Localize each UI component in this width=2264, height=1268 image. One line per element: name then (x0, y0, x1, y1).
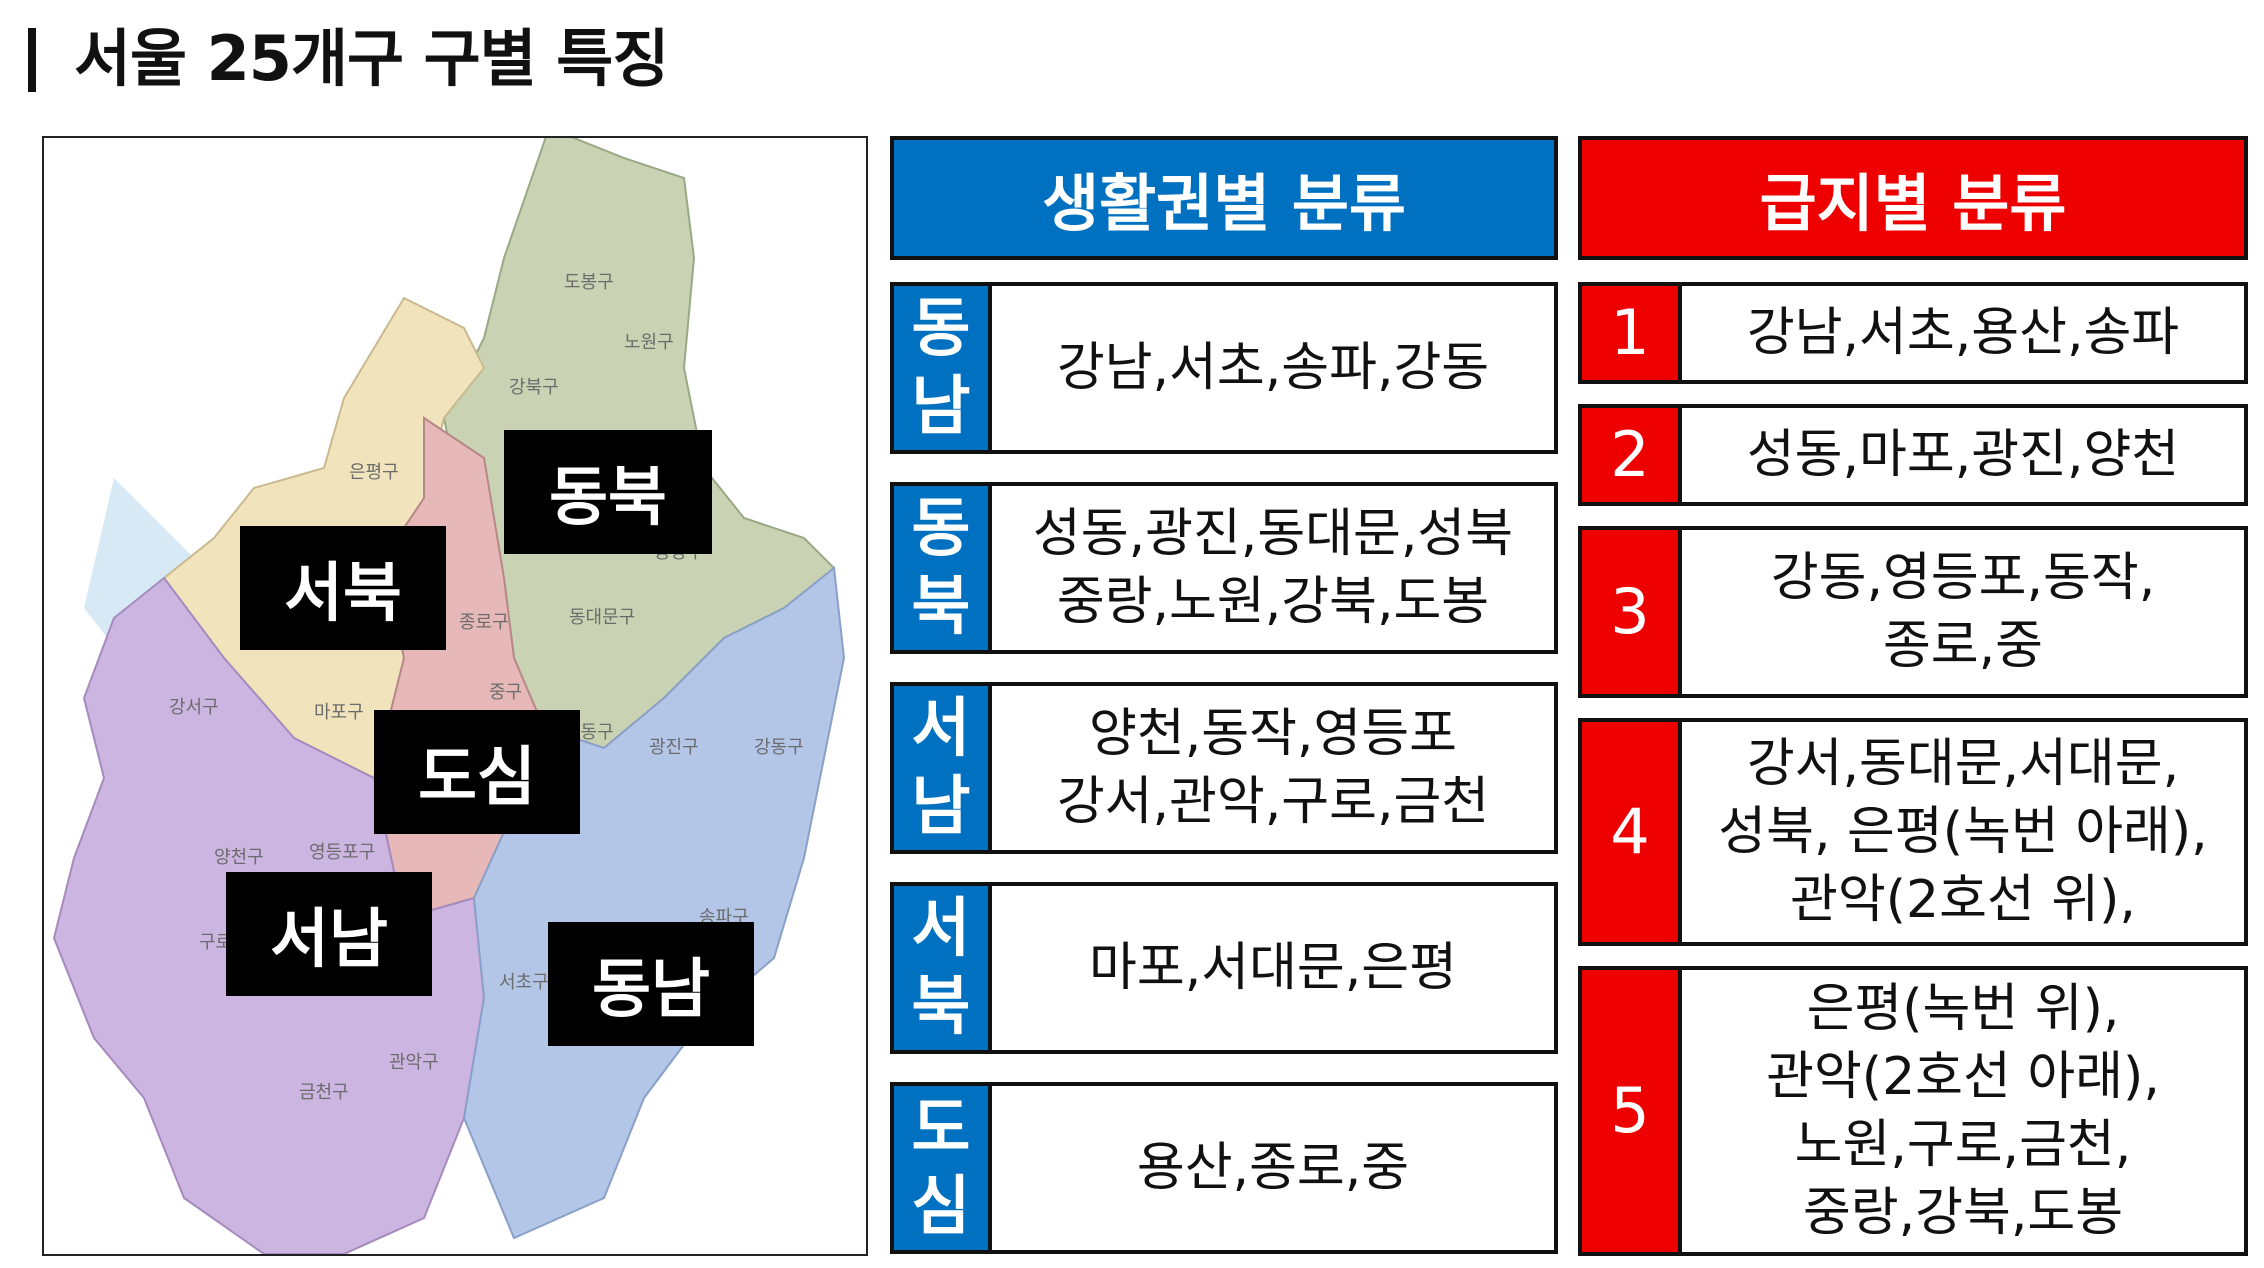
seoul-map: 도봉구 노원구 강북구 은평구 종로구 동대문구 중랑구 강서구 마포구 중구 … (42, 136, 868, 1256)
living-zone-header: 생활권별 분류 (890, 136, 1558, 260)
district-label: 중구 (489, 682, 522, 703)
district-label: 강북구 (509, 377, 559, 398)
district-label: 영등포구 (309, 842, 375, 863)
map-label-dongnam: 동남 (548, 922, 754, 1046)
seoul-map-svg: 도봉구 노원구 강북구 은평구 종로구 동대문구 중랑구 강서구 마포구 중구 … (52, 138, 846, 1254)
district-label: 서초구 (499, 972, 549, 993)
grade-number: 1 (1582, 286, 1682, 380)
living-zone-tag: 서 북 (894, 886, 992, 1050)
district-label: 광진구 (649, 737, 699, 758)
grade-number: 4 (1582, 722, 1682, 942)
district-label: 동대문구 (569, 607, 635, 628)
map-label-seobuk: 서북 (240, 526, 446, 650)
grade-row-4: 4 강서,동대문,서대문, 성북, 은평(녹번 아래), 관악(2호선 위), (1578, 718, 2248, 946)
grade-number: 5 (1582, 970, 1682, 1252)
living-zone-row-seonam: 서 남 양천,동작,영등포 강서,관악,구로,금천 (890, 682, 1558, 854)
district-label: 노원구 (624, 332, 674, 353)
tag-char: 북 (911, 970, 971, 1044)
map-label-seonam: 서남 (226, 872, 432, 996)
grade-districts: 은평(녹번 위), 관악(2호선 아래), 노원,구로,금천, 중랑,강북,도봉 (1766, 979, 2160, 1243)
living-zone-tag: 서 남 (894, 686, 992, 850)
tag-char: 북 (911, 570, 971, 644)
tag-char: 심 (911, 1170, 971, 1244)
tag-char: 남 (911, 770, 971, 844)
living-zone-tag: 동 남 (894, 286, 992, 450)
district-label: 종로구 (459, 612, 509, 633)
tag-char: 서 (911, 892, 971, 966)
district-label: 금천구 (299, 1082, 349, 1103)
grade-row-1: 1 강남,서초,용산,송파 (1578, 282, 2248, 384)
living-zone-districts: 양천,동작,영등포 강서,관악,구로,금천 (1056, 704, 1490, 832)
page-title: 서울 25개구 구별 특징 (74, 22, 669, 95)
grade-header: 급지별 분류 (1578, 136, 2248, 260)
tag-char: 서 (911, 692, 971, 766)
tag-char: 동 (911, 492, 971, 566)
grade-districts: 강남,서초,용산,송파 (1746, 303, 2180, 363)
living-zone-tag: 도 심 (894, 1086, 992, 1250)
living-zone-districts: 용산,종로,중 (1136, 1138, 1410, 1198)
district-label: 강동구 (754, 737, 804, 758)
tag-char: 남 (911, 370, 971, 444)
grade-number: 2 (1582, 408, 1682, 502)
tag-char: 도 (911, 1092, 971, 1166)
district-label: 도봉구 (564, 272, 614, 293)
map-label-dosim: 도심 (374, 710, 580, 834)
living-zone-districts: 강남,서초,송파,강동 (1056, 338, 1490, 398)
grade-districts: 강동,영등포,동작, 종로,중 (1770, 548, 2156, 676)
district-label: 강서구 (169, 697, 219, 718)
living-zone-row-seobuk: 서 북 마포,서대문,은평 (890, 882, 1558, 1054)
living-zone-row-dongnam: 동 남 강남,서초,송파,강동 (890, 282, 1558, 454)
living-zone-districts: 성동,광진,동대문,성북 중랑,노원,강북,도봉 (1032, 504, 1514, 632)
district-label: 양천구 (214, 847, 264, 868)
grade-districts: 성동,마포,광진,양천 (1746, 425, 2180, 485)
living-zone-row-dosim: 도 심 용산,종로,중 (890, 1082, 1558, 1254)
title-accent-bar (28, 28, 36, 92)
grade-row-3: 3 강동,영등포,동작, 종로,중 (1578, 526, 2248, 698)
grade-number: 3 (1582, 530, 1682, 694)
district-label: 관악구 (389, 1052, 439, 1073)
living-zone-districts: 마포,서대문,은평 (1089, 938, 1457, 998)
grade-districts: 강서,동대문,서대문, 성북, 은평(녹번 아래), 관악(2호선 위), (1718, 734, 2208, 930)
grade-row-5: 5 은평(녹번 위), 관악(2호선 아래), 노원,구로,금천, 중랑,강북,… (1578, 966, 2248, 1256)
living-zone-row-dongbuk: 동 북 성동,광진,동대문,성북 중랑,노원,강북,도봉 (890, 482, 1558, 654)
grade-row-2: 2 성동,마포,광진,양천 (1578, 404, 2248, 506)
tag-char: 동 (911, 292, 971, 366)
living-zone-tag: 동 북 (894, 486, 992, 650)
district-label: 마포구 (314, 702, 364, 723)
map-label-dongbuk: 동북 (504, 430, 712, 554)
district-label: 은평구 (349, 462, 399, 483)
